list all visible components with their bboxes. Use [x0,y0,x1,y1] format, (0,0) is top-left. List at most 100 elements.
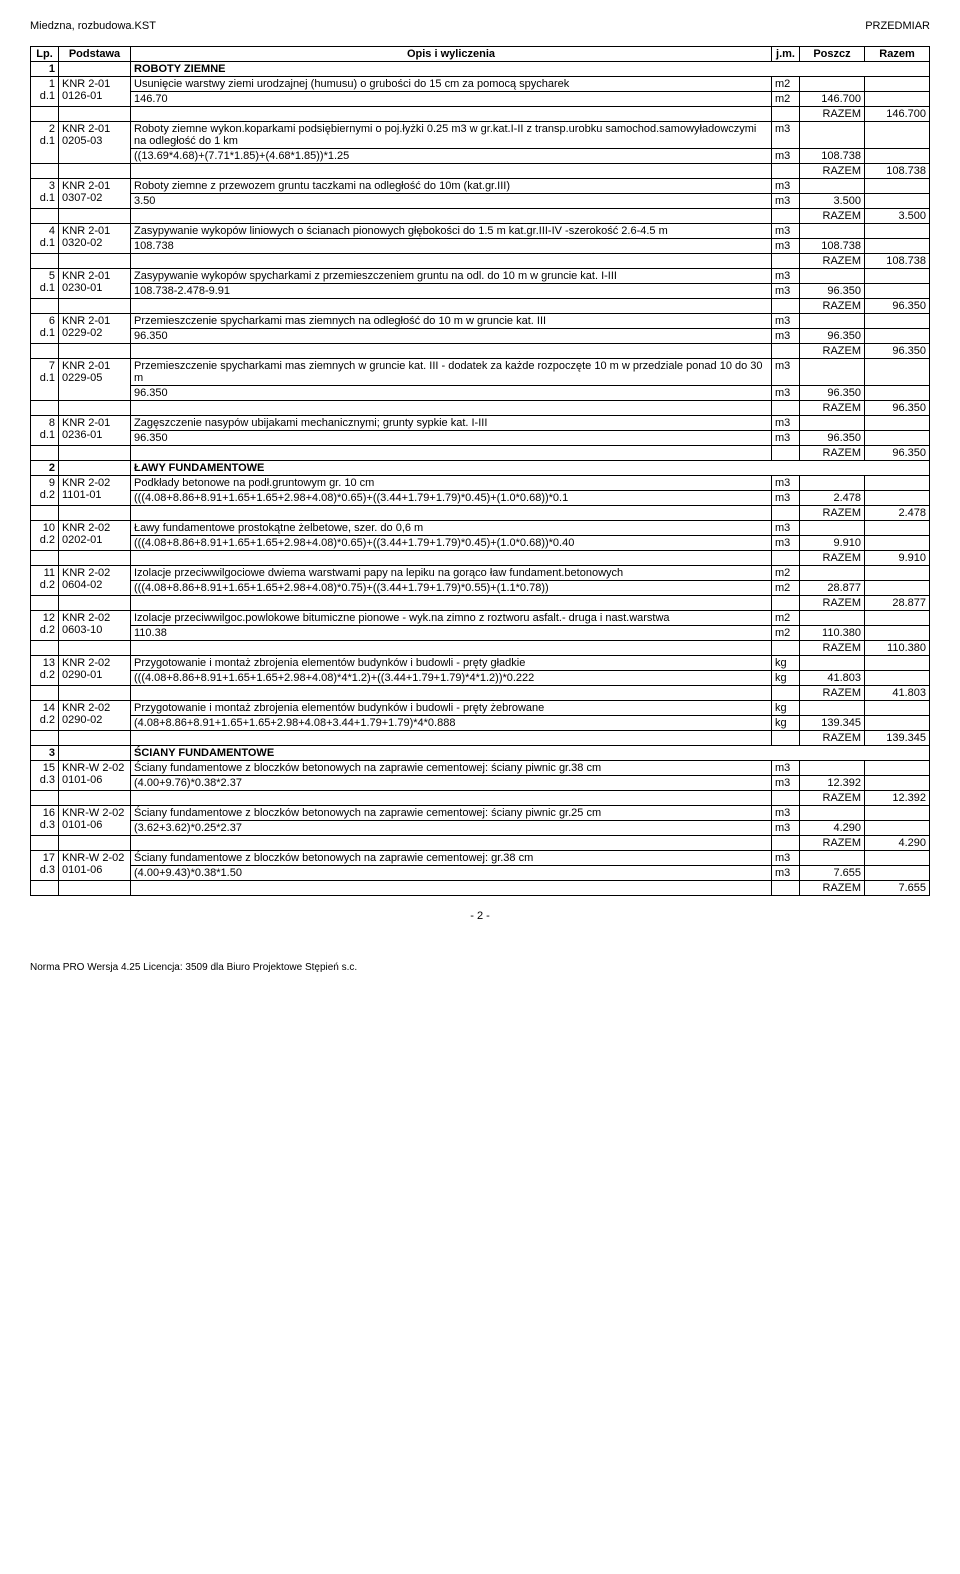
table-head-row: Lp. Podstawa Opis i wyliczenia j.m. Posz… [31,47,930,62]
razem-empty-1 [31,344,59,359]
item-calc-empty [865,776,930,791]
item-empty-razem [865,761,930,776]
razem-empty-2 [59,344,131,359]
item-empty-poszcz [800,851,865,866]
item-calc-empty [865,149,930,164]
razem-empty-4 [772,596,800,611]
item-empty-razem [865,701,930,716]
item-calc: (((4.08+8.86+8.91+1.65+1.65+2.98+4.08)*0… [131,536,772,551]
razem-empty-2 [59,401,131,416]
razem-empty-2 [59,596,131,611]
item-empty-poszcz [800,416,865,431]
razem-empty-4 [772,401,800,416]
razem-empty-1 [31,731,59,746]
item-row-razem: RAZEM110.380 [31,641,930,656]
razem-empty-2 [59,164,131,179]
razem-label: RAZEM [800,209,865,224]
item-row-main: 15 d.3KNR-W 2-02 0101-06Ściany fundament… [31,761,930,776]
item-row-razem: RAZEM96.350 [31,299,930,314]
item-row-main: 2 d.1KNR 2-01 0205-03Roboty ziemne wykon… [31,122,930,149]
item-jm: kg [772,701,800,716]
item-lp: 15 d.3 [31,761,59,791]
item-calc: 96.350 [131,431,772,446]
item-calc-jm: m3 [772,431,800,446]
item-row-calc: 108.738m3108.738 [31,239,930,254]
razem-empty-2 [59,791,131,806]
item-row-razem: RAZEM28.877 [31,596,930,611]
item-calc-jm: m3 [772,491,800,506]
item-empty-razem [865,314,930,329]
item-opis: Przygotowanie i montaż zbrojenia element… [131,656,772,671]
razem-value: 96.350 [865,446,930,461]
page-number: - 2 - [30,910,930,922]
item-empty-poszcz [800,314,865,329]
razem-empty-4 [772,686,800,701]
razem-empty-4 [772,107,800,122]
razem-empty-4 [772,641,800,656]
item-calc-val: 41.803 [800,671,865,686]
section-empty [59,746,131,761]
item-lp: 1 d.1 [31,77,59,107]
item-jm: m3 [772,314,800,329]
razem-empty-1 [31,836,59,851]
item-podstawa: KNR 2-02 0290-02 [59,701,131,731]
item-lp: 5 d.1 [31,269,59,299]
item-lp: 12 d.2 [31,611,59,641]
item-empty-poszcz [800,701,865,716]
item-opis: Ściany fundamentowe z bloczków betonowyc… [131,761,772,776]
th-opis: Opis i wyliczenia [131,47,772,62]
razem-empty-4 [772,731,800,746]
item-opis: Zagęszczenie nasypów ubijakami mechanicz… [131,416,772,431]
item-podstawa: KNR 2-01 0229-02 [59,314,131,344]
item-row-razem: RAZEM108.738 [31,164,930,179]
item-podstawa: KNR 2-02 0202-01 [59,521,131,551]
item-lp: 16 d.3 [31,806,59,836]
header-left: Miedzna, rozbudowa.KST [30,20,156,32]
item-row-razem: RAZEM108.738 [31,254,930,269]
th-lp: Lp. [31,47,59,62]
item-row-calc: 3.50m33.500 [31,194,930,209]
item-lp: 2 d.1 [31,122,59,164]
item-calc-val: 96.350 [800,284,865,299]
razem-empty-3 [131,401,772,416]
razem-empty-1 [31,299,59,314]
item-calc-empty [865,626,930,641]
item-podstawa: KNR-W 2-02 0101-06 [59,806,131,836]
item-calc: 108.738 [131,239,772,254]
item-lp: 4 d.1 [31,224,59,254]
item-calc-val: 96.350 [800,431,865,446]
razem-empty-2 [59,836,131,851]
item-calc-empty [865,581,930,596]
item-calc-val: 108.738 [800,239,865,254]
razem-value: 108.738 [865,254,930,269]
item-calc: (((4.08+8.86+8.91+1.65+1.65+2.98+4.08)*0… [131,581,772,596]
item-calc-val: 96.350 [800,386,865,401]
item-opis: Zasypywanie wykopów liniowych o ścianach… [131,224,772,239]
item-empty-razem [865,122,930,149]
th-jm: j.m. [772,47,800,62]
item-row-main: 8 d.1KNR 2-01 0236-01Zagęszczenie nasypó… [31,416,930,431]
razem-empty-4 [772,209,800,224]
razem-empty-4 [772,506,800,521]
razem-empty-4 [772,551,800,566]
footer-text: Norma PRO Wersja 4.25 Licencja: 3509 dla… [30,962,930,973]
item-empty-poszcz [800,359,865,386]
item-row-calc: (3.62+3.62)*0.25*2.37m34.290 [31,821,930,836]
item-empty-razem [865,269,930,284]
item-calc-empty [865,92,930,107]
razem-label: RAZEM [800,506,865,521]
item-calc-empty [865,821,930,836]
razem-empty-4 [772,344,800,359]
item-calc-jm: kg [772,716,800,731]
item-row-main: 1 d.1KNR 2-01 0126-01Usunięcie warstwy z… [31,77,930,92]
razem-empty-3 [131,596,772,611]
razem-label: RAZEM [800,686,865,701]
razem-empty-2 [59,299,131,314]
razem-value: 41.803 [865,686,930,701]
item-calc: 96.350 [131,329,772,344]
razem-empty-1 [31,506,59,521]
item-calc-empty [865,866,930,881]
item-opis: Podkłady betonowe na podł.gruntowym gr. … [131,476,772,491]
item-lp: 6 d.1 [31,314,59,344]
item-jm: m3 [772,359,800,386]
